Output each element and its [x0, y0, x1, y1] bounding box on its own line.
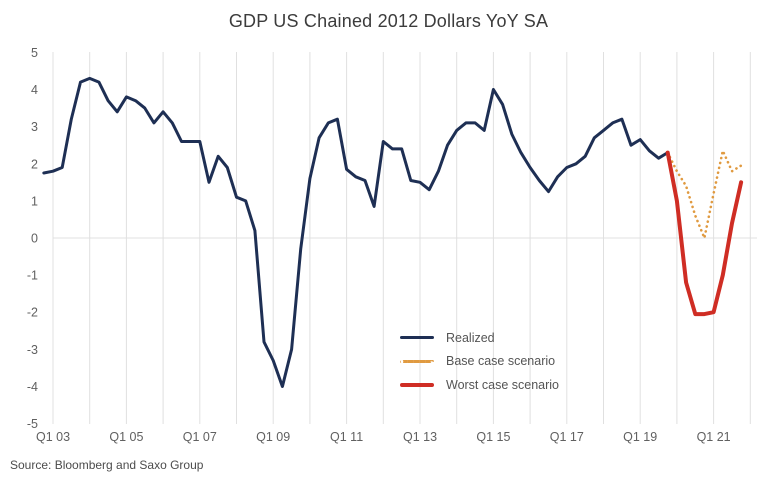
- y-tick-label: 4: [31, 83, 38, 97]
- legend-item-worst-case: Worst case scenario: [400, 373, 559, 397]
- x-tick-label: Q1 17: [550, 430, 584, 444]
- y-tick-label: 1: [31, 194, 38, 208]
- legend-item-base-case: Base case scenario: [400, 350, 559, 374]
- source-note: Source: Bloomberg and Saxo Group: [10, 458, 204, 472]
- realized-line-swatch: [400, 336, 434, 340]
- worst-case-line-swatch: [400, 382, 434, 387]
- legend-label-base-case: Base case scenario: [446, 354, 556, 369]
- y-tick-label: -4: [27, 380, 38, 394]
- x-tick-label: Q1 19: [623, 430, 657, 444]
- y-tick-label: -1: [27, 269, 38, 283]
- x-tick-label: Q1 09: [256, 430, 290, 444]
- legend-label-realized: Realized: [446, 330, 495, 345]
- x-tick-label: Q1 03: [36, 430, 70, 444]
- x-tick-label: Q1 21: [697, 430, 731, 444]
- x-tick-label: Q1 11: [330, 430, 363, 444]
- x-tick-label: Q1 15: [476, 430, 510, 444]
- chart-title: GDP US Chained 2012 Dollars YoY SA: [228, 11, 549, 31]
- worst-case-scenario-line: [665, 150, 744, 317]
- y-tick-label: -3: [27, 343, 38, 357]
- realized-line: [42, 76, 670, 388]
- y-tick-label: 2: [31, 157, 38, 171]
- x-tick-label: Q1 07: [183, 430, 217, 444]
- x-tick-label: Q1 13: [403, 430, 437, 444]
- y-tick-label: 5: [31, 46, 38, 60]
- y-tick-label: -2: [27, 306, 38, 320]
- x-tick-label: Q1 05: [109, 430, 143, 444]
- y-tick-label: 3: [31, 120, 38, 134]
- y-tick-label: 0: [31, 232, 38, 246]
- legend-item-realized: Realized: [400, 326, 559, 350]
- legend-label-worst-case: Worst case scenario: [446, 377, 560, 392]
- y-tick-label: -5: [27, 417, 38, 431]
- legend: Realized Base case scenario Worst case s…: [400, 326, 559, 397]
- base-case-line-swatch: [400, 359, 434, 363]
